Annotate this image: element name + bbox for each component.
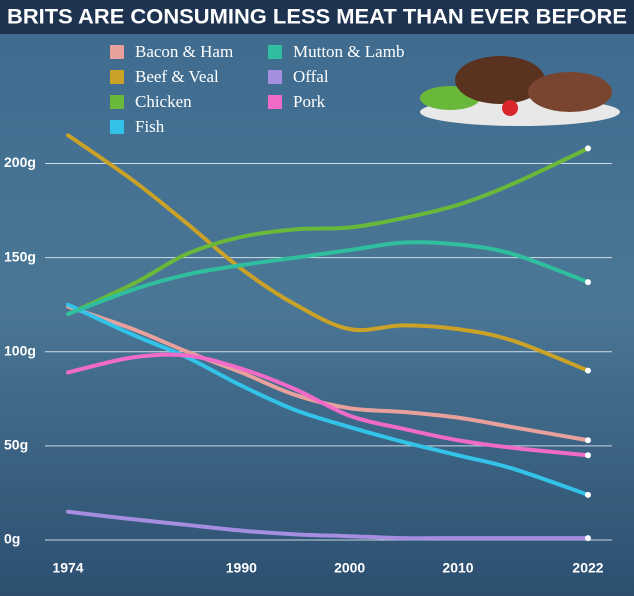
series-line	[66, 302, 590, 497]
x-tick-label: 2000	[334, 560, 365, 576]
legend-label: Offal	[293, 67, 329, 86]
y-tick-label: 200g	[4, 154, 36, 170]
plate-illustration	[420, 56, 620, 126]
legend-label: Chicken	[135, 92, 192, 111]
x-tick-label: 2022	[572, 560, 603, 576]
legend-label: Beef & Veal	[135, 67, 219, 86]
x-tick-label: 2010	[442, 560, 473, 576]
legend-swatch	[110, 95, 124, 109]
line-end-dot	[585, 145, 591, 152]
legend-label: Pork	[293, 92, 326, 111]
legend-swatch	[268, 70, 282, 84]
legend-swatch	[110, 45, 124, 59]
line-end-dot	[585, 491, 591, 498]
line-end-dot	[585, 437, 591, 444]
legend-label: Bacon & Ham	[135, 42, 233, 61]
legend-swatch	[110, 70, 124, 84]
legend-swatch	[268, 45, 282, 59]
series-line	[66, 146, 590, 317]
series-line	[66, 240, 590, 317]
line-end-dot	[585, 535, 591, 542]
series-line	[66, 509, 590, 541]
legend-label: Mutton & Lamb	[293, 42, 404, 61]
line-end-dot	[585, 367, 591, 374]
line-end-dot	[585, 452, 591, 459]
y-tick-label: 50g	[4, 437, 28, 453]
series-line	[66, 352, 590, 458]
y-tick-label: 0g	[4, 531, 20, 547]
y-tick-label: 100g	[4, 342, 36, 358]
legend-swatch	[268, 95, 282, 109]
x-tick-label: 1990	[226, 560, 257, 576]
series-line	[66, 133, 590, 373]
chart-title: BRITS ARE CONSUMING LESS MEAT THAN EVER …	[7, 6, 627, 29]
line-end-dot	[585, 279, 591, 286]
y-tick-label: 150g	[4, 248, 36, 264]
legend-swatch	[110, 120, 124, 134]
title-band	[0, 0, 634, 34]
x-tick-label: 1974	[52, 560, 83, 576]
legend-label: Fish	[135, 117, 165, 136]
